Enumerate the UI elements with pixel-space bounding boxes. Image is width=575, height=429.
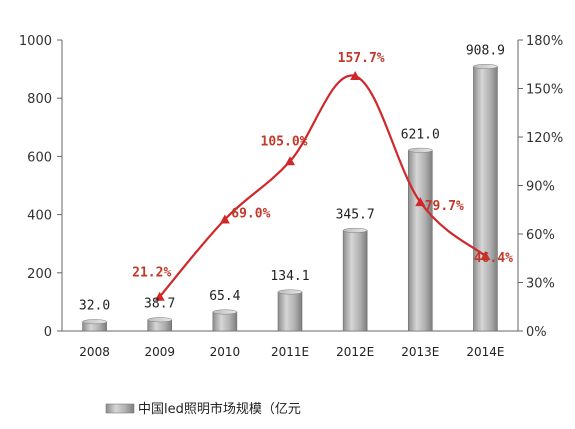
left-tick-label: 0 — [44, 325, 52, 340]
growth-value-label: 157.7% — [338, 51, 385, 66]
growth-value-label: 69.0% — [231, 206, 270, 221]
right-tick-label: 150% — [526, 83, 563, 98]
bar-value-label: 621.0 — [401, 127, 440, 142]
growth-value-label: 21.2% — [132, 266, 171, 281]
right-tick-label: 180% — [526, 34, 563, 49]
axes: 0 200 400 600 800 1000 0% 30% 60% 90% 120% 150% 180%… — [19, 34, 563, 359]
bar-top — [212, 309, 238, 315]
x-tick-label: 2011E — [271, 345, 309, 359]
right-tick-label: 30% — [526, 277, 555, 292]
right-tick-label: 60% — [526, 228, 555, 243]
left-tick-label: 400 — [27, 209, 52, 224]
x-tick-label: 2008 — [79, 345, 110, 359]
growth-line-path — [158, 74, 487, 298]
left-tick-label: 1000 — [19, 34, 52, 49]
x-tick-label: 2012E — [336, 345, 374, 359]
legend: 中国led照明市场规模（亿元 — [105, 401, 301, 417]
left-tick-label: 600 — [27, 150, 52, 165]
bar-top — [408, 147, 433, 153]
x-tick-label: 2014E — [466, 345, 504, 359]
x-tick-label: 2009 — [144, 345, 175, 359]
growth-value-label: 46.4% — [474, 251, 513, 266]
growth-marker — [219, 214, 230, 224]
growth-marker — [480, 250, 491, 260]
growth-value-label: 105.0% — [261, 134, 308, 149]
left-tick-label: 200 — [27, 267, 52, 282]
bar — [407, 149, 433, 332]
bar-top — [147, 317, 172, 323]
growth-marker — [350, 71, 361, 81]
bar-value-label: 345.7 — [336, 207, 375, 222]
bar — [473, 66, 498, 332]
bar-top — [82, 319, 107, 325]
data-labels: 32.0 38.7 65.4 134.1 345.7 621.0 908.9 21.2% 69.… — [79, 44, 513, 314]
bar — [277, 291, 303, 332]
bar-top — [277, 289, 303, 295]
right-tick-label: 90% — [526, 180, 555, 195]
bar-value-label: 908.9 — [466, 44, 505, 59]
right-tick-label: 0% — [526, 325, 547, 340]
legend-label: 中国led照明市场规模（亿元 — [138, 401, 301, 417]
bar — [342, 230, 368, 332]
bars — [82, 64, 498, 332]
growth-marker — [154, 291, 165, 301]
bar-top — [473, 64, 498, 69]
growth-value-label: 79.7% — [425, 199, 464, 214]
bar — [212, 311, 238, 332]
bar-top — [342, 227, 368, 233]
x-tick-label: 2010 — [210, 345, 241, 359]
bar-value-label: 38.7 — [144, 297, 175, 312]
bar-value-label: 32.0 — [79, 299, 110, 314]
right-tick-label: 120% — [526, 131, 563, 146]
x-tick-label: 2013E — [401, 345, 439, 359]
growth-line — [154, 71, 491, 301]
bar-value-label: 65.4 — [209, 289, 240, 304]
growth-marker — [415, 197, 426, 207]
bar-value-label: 134.1 — [270, 269, 309, 284]
left-tick-label: 800 — [27, 92, 52, 107]
legend-swatch — [105, 403, 135, 414]
growth-marker — [285, 156, 295, 166]
